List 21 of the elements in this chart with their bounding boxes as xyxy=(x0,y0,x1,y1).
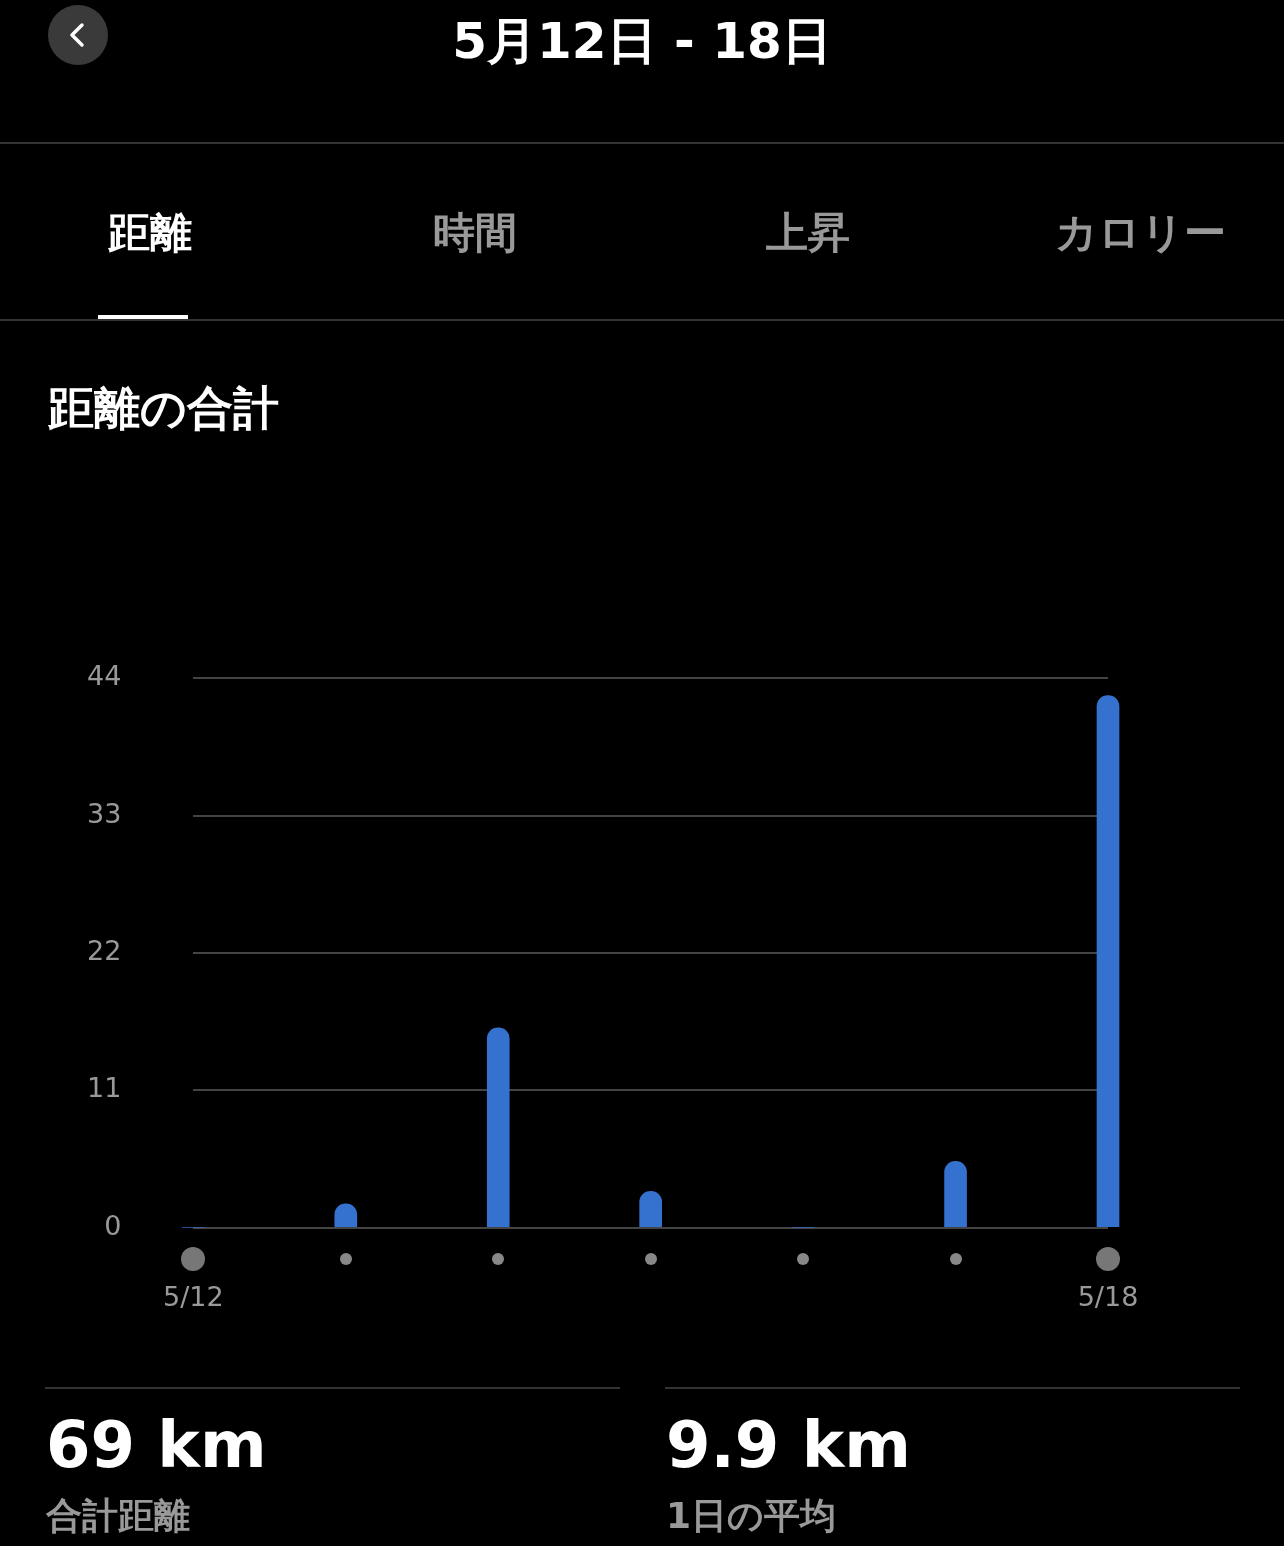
text: 上昇 xyxy=(765,207,851,259)
bar xyxy=(486,1027,510,1227)
text: カロリー xyxy=(1053,207,1227,259)
chart-subtitle: 距離の合計 xyxy=(48,380,279,437)
text: 69 km xyxy=(46,1408,267,1482)
y-tick-label: 33 xyxy=(87,797,122,829)
y-tick-label: 22 xyxy=(87,934,122,966)
text: 合計距離 xyxy=(46,1494,190,1538)
x-tick-label: 5/18 xyxy=(1077,1280,1139,1312)
text: 距離 xyxy=(107,207,193,259)
chart-title: 5月12日 - 18日 xyxy=(451,11,833,72)
y-tick-label: 44 xyxy=(87,660,122,692)
bar xyxy=(639,1191,663,1227)
y-tick-label: 11 xyxy=(87,1072,122,1104)
x-tick-label: 5/12 xyxy=(163,1280,224,1312)
y-tick-label: 0 xyxy=(104,1209,122,1241)
text: 1日の平均 xyxy=(666,1494,837,1538)
text: 9.9 km xyxy=(666,1408,911,1482)
bar xyxy=(1096,695,1120,1227)
bar xyxy=(944,1161,967,1227)
text: 時間 xyxy=(432,207,518,259)
